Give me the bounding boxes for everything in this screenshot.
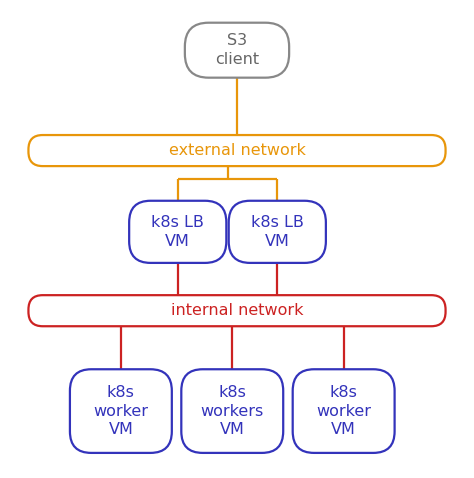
Text: k8s LB
VM: k8s LB VM (151, 215, 204, 249)
FancyBboxPatch shape (181, 369, 283, 453)
Text: k8s
worker
VM: k8s worker VM (93, 385, 148, 437)
FancyBboxPatch shape (185, 23, 289, 78)
Text: external network: external network (169, 143, 305, 158)
FancyBboxPatch shape (228, 201, 326, 263)
Text: k8s
worker
VM: k8s worker VM (316, 385, 371, 437)
FancyBboxPatch shape (129, 201, 227, 263)
Text: internal network: internal network (171, 303, 303, 318)
FancyBboxPatch shape (292, 369, 394, 453)
Text: k8s LB
VM: k8s LB VM (251, 215, 304, 249)
FancyBboxPatch shape (28, 135, 446, 166)
Text: k8s
workers
VM: k8s workers VM (201, 385, 264, 437)
FancyBboxPatch shape (70, 369, 172, 453)
FancyBboxPatch shape (28, 295, 446, 326)
Text: S3
client: S3 client (215, 33, 259, 67)
